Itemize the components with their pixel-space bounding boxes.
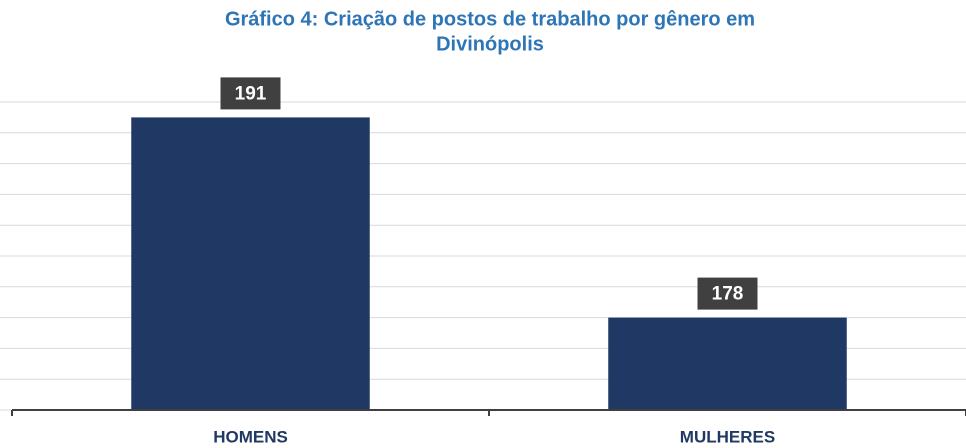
x-tick-label: MULHERES bbox=[680, 427, 775, 446]
chart-title: Divinópolis bbox=[436, 33, 544, 55]
data-label: 178 bbox=[712, 284, 744, 305]
chart-title: Gráfico 4: Criação de postos de trabalho… bbox=[225, 8, 755, 30]
data-label: 191 bbox=[235, 83, 267, 104]
bar bbox=[131, 117, 370, 411]
x-tick-label: HOMENS bbox=[213, 427, 288, 446]
bar bbox=[608, 317, 847, 410]
data-label-box bbox=[220, 77, 281, 110]
data-label-box bbox=[697, 277, 758, 310]
